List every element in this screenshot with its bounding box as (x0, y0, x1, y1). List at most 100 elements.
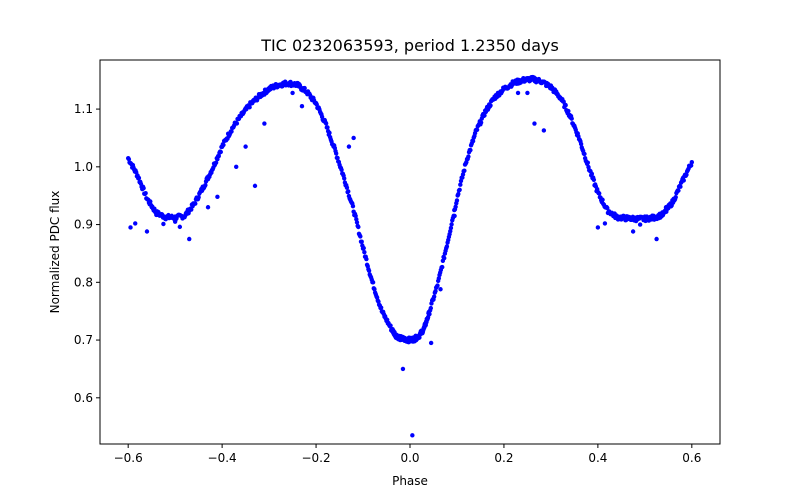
data-point (353, 213, 358, 219)
data-point (578, 141, 584, 147)
data-point (453, 204, 458, 209)
data-point (456, 191, 461, 197)
data-point (563, 103, 568, 108)
data-point (193, 201, 198, 206)
y-tick-label: 1.1 (74, 102, 93, 116)
data-point (427, 311, 432, 317)
outlier-point (177, 224, 183, 230)
x-tick-label: −0.6 (114, 451, 143, 465)
outlier-point (410, 433, 415, 438)
data-point (136, 175, 142, 181)
data-point (362, 249, 367, 255)
outlier-point (215, 194, 220, 200)
x-tick-label: −0.2 (301, 451, 330, 465)
y-axis: 0.6 0.7 0.8 0.9 1.0 1.1 (74, 102, 100, 405)
data-point (448, 225, 454, 231)
data-point (361, 245, 366, 251)
data-point (431, 294, 437, 299)
data-point (333, 151, 339, 156)
data-point (323, 121, 329, 126)
outlier-point (161, 221, 166, 227)
outlier-point (172, 219, 178, 224)
data-point (358, 234, 363, 239)
data-point (196, 195, 201, 200)
data-point (673, 195, 678, 200)
outlier-point (128, 225, 133, 230)
data-point (462, 168, 467, 173)
data-point (203, 182, 208, 188)
data-point (488, 103, 493, 108)
data-point (388, 323, 393, 328)
data-point (676, 188, 681, 193)
data-point (342, 176, 347, 181)
x-axis-label: Phase (392, 474, 428, 488)
data-point (372, 286, 377, 292)
outlier-point (595, 225, 601, 230)
data-point (213, 160, 219, 165)
data-point (566, 108, 571, 114)
chart-title: TIC 0232063593, period 1.2350 days (260, 36, 559, 55)
data-point (457, 187, 462, 193)
data-point (466, 154, 471, 159)
x-tick-label: 0.0 (400, 451, 419, 465)
y-tick-label: 1.0 (74, 160, 93, 174)
data-point (442, 255, 447, 261)
y-tick-label: 0.7 (74, 333, 93, 347)
data-points (125, 74, 695, 438)
data-point (247, 105, 252, 110)
data-point (585, 160, 591, 165)
outlier-point (452, 213, 457, 219)
data-point (148, 199, 153, 204)
x-tick-label: 0.6 (682, 451, 701, 465)
outlier-point (299, 104, 305, 109)
data-point (218, 149, 223, 155)
data-point (370, 280, 376, 285)
data-point (366, 268, 372, 273)
data-point (359, 239, 364, 244)
data-point (346, 189, 351, 194)
data-point (229, 129, 234, 134)
outlier-point (400, 366, 406, 372)
outlier-point (428, 340, 434, 346)
data-point (314, 102, 319, 107)
outlier-point (602, 221, 608, 226)
data-point (364, 256, 369, 262)
data-point (433, 288, 438, 294)
data-point (458, 182, 463, 187)
outlier-point (252, 183, 258, 189)
data-point (454, 198, 460, 203)
data-point (325, 125, 330, 130)
outlier-point (525, 90, 530, 96)
data-point (435, 283, 440, 288)
data-point (600, 197, 605, 202)
data-point (221, 142, 226, 148)
outlier-point (438, 287, 443, 292)
y-tick-label: 0.6 (74, 391, 93, 405)
data-point (684, 172, 689, 177)
data-point (189, 207, 194, 212)
x-tick-label: 0.4 (588, 451, 607, 465)
data-point (449, 222, 454, 227)
data-point (468, 147, 473, 153)
data-point (356, 224, 361, 230)
data-point (126, 156, 132, 162)
data-point (589, 171, 595, 177)
data-point (689, 160, 695, 165)
outlier-point (346, 144, 352, 149)
outlier-point (205, 205, 211, 210)
data-point (474, 127, 480, 132)
data-point (436, 276, 442, 281)
data-point (569, 116, 574, 121)
data-point (678, 184, 683, 189)
data-point (460, 172, 466, 177)
outlier-point (654, 236, 659, 242)
data-point (141, 185, 146, 191)
outlier-point (262, 121, 267, 126)
outlier-point (290, 90, 295, 96)
data-point (428, 305, 433, 311)
data-point (440, 264, 445, 270)
outlier-point (630, 229, 636, 234)
y-tick-label: 0.9 (74, 218, 93, 232)
data-point (597, 191, 602, 196)
data-point (335, 155, 340, 161)
